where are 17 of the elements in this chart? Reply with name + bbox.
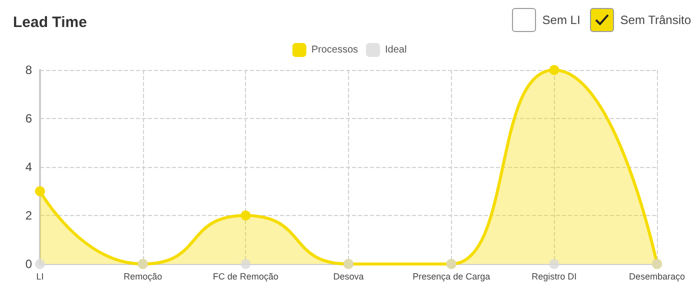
y-tick-label: 0 <box>25 257 32 271</box>
y-tick-label: 2 <box>25 208 32 222</box>
x-tick-label: Desembaraço <box>628 272 686 282</box>
y-tick-label: 6 <box>25 112 32 126</box>
x-tick-label: LI <box>36 272 44 282</box>
x-tick-label: Remoção <box>124 272 162 282</box>
legend-label: Processos <box>311 44 358 56</box>
x-tick-label: FC de Remoção <box>212 272 278 282</box>
y-tick-label: 8 <box>25 63 32 77</box>
x-tick-label: Desova <box>333 272 364 282</box>
text: Sem Trânsito <box>620 13 691 27</box>
text: Sem LI <box>542 13 580 27</box>
x-tick-label: Registro DI <box>532 272 577 282</box>
x-tick-label: Presença de Carga <box>412 272 490 282</box>
legend-label: Ideal <box>385 44 407 56</box>
chart-title: Lead Time <box>13 14 87 31</box>
y-tick-label: 4 <box>25 160 32 174</box>
